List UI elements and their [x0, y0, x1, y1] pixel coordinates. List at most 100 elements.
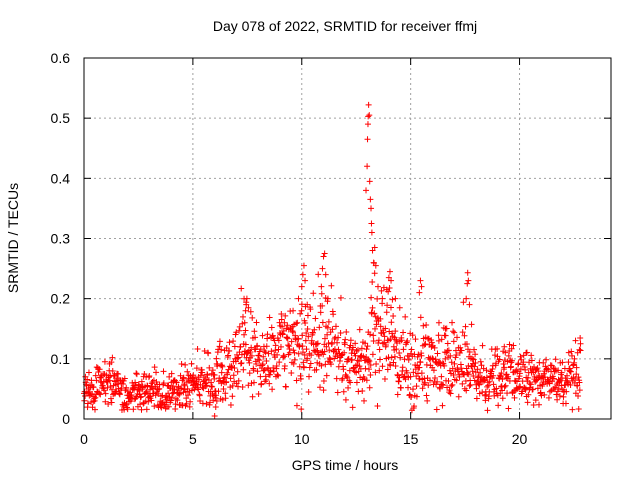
data-point — [474, 366, 481, 373]
data-point — [203, 382, 210, 389]
data-point — [347, 337, 354, 344]
data-point — [560, 393, 567, 400]
data-point — [528, 357, 535, 364]
data-point — [108, 399, 115, 406]
data-point — [288, 369, 295, 376]
data-point — [318, 362, 325, 369]
data-point — [174, 397, 181, 404]
data-point — [519, 388, 526, 395]
data-point — [166, 373, 173, 380]
data-point — [353, 348, 360, 355]
data-point — [236, 327, 243, 334]
data-point — [209, 367, 216, 374]
data-point — [397, 384, 404, 391]
data-point — [301, 364, 308, 371]
data-point — [517, 366, 524, 373]
grid-lines — [84, 58, 611, 419]
data-point — [576, 387, 583, 394]
data-point — [388, 354, 395, 361]
data-point — [84, 376, 91, 383]
data-point — [258, 380, 265, 387]
data-point — [389, 296, 396, 303]
data-point — [504, 390, 511, 397]
data-point — [227, 375, 234, 382]
data-point — [106, 377, 113, 384]
data-point — [248, 344, 255, 351]
data-point — [367, 196, 374, 203]
data-point — [137, 401, 144, 408]
data-point — [320, 351, 327, 358]
data-point — [262, 349, 269, 356]
data-point — [324, 324, 331, 331]
data-point — [364, 121, 371, 128]
data-point — [456, 373, 463, 380]
data-point — [506, 341, 513, 348]
data-point — [501, 343, 508, 350]
data-point — [206, 364, 213, 371]
data-point — [364, 343, 371, 350]
data-point — [571, 355, 578, 362]
data-point — [530, 402, 537, 409]
data-point — [368, 294, 375, 301]
data-point — [556, 393, 563, 400]
data-point — [466, 301, 473, 308]
data-point — [340, 388, 347, 395]
data-point — [381, 375, 388, 382]
data-point — [203, 400, 210, 407]
data-point — [376, 367, 383, 374]
data-point — [445, 347, 452, 354]
data-point — [277, 343, 284, 350]
data-point — [311, 326, 318, 333]
data-point — [371, 244, 378, 251]
data-point — [339, 375, 346, 382]
data-point — [272, 342, 279, 349]
data-point — [319, 302, 326, 309]
data-point — [472, 360, 479, 367]
data-point — [383, 286, 390, 293]
data-point — [314, 347, 321, 354]
data-point — [422, 379, 429, 386]
data-point — [541, 391, 548, 398]
data-point — [237, 343, 244, 350]
data-point — [359, 387, 366, 394]
data-point — [96, 390, 103, 397]
data-point — [322, 361, 329, 368]
data-point — [90, 398, 97, 405]
plot-frame — [83, 57, 612, 420]
data-point — [505, 405, 512, 412]
data-point — [201, 347, 208, 354]
data-point — [543, 356, 550, 363]
data-point — [369, 247, 376, 254]
data-point — [374, 283, 381, 290]
data-point — [242, 307, 249, 314]
data-point — [502, 349, 509, 356]
data-point — [315, 271, 322, 278]
data-point — [403, 369, 410, 376]
data-point — [146, 373, 153, 380]
data-point — [138, 393, 145, 400]
data-point — [224, 369, 231, 376]
data-point — [268, 348, 275, 355]
data-point — [490, 372, 497, 379]
data-point — [577, 347, 584, 354]
data-point — [468, 321, 475, 328]
data-point — [477, 358, 484, 365]
data-point — [247, 348, 254, 355]
data-point — [270, 364, 277, 371]
y-tick-labels: 0 0.1 0.2 0.3 0.4 0.5 0.6 — [51, 50, 71, 427]
data-point — [260, 353, 267, 360]
data-point — [554, 396, 561, 403]
data-point — [391, 353, 398, 360]
data-point — [471, 363, 478, 370]
data-point — [295, 295, 302, 302]
data-point — [281, 363, 288, 370]
data-point — [105, 400, 112, 407]
data-point — [371, 310, 378, 317]
x-tick-label: 5 — [189, 431, 197, 447]
data-point — [380, 329, 387, 336]
data-point — [274, 351, 281, 358]
data-point — [453, 377, 460, 384]
data-point — [310, 290, 317, 297]
data-point — [395, 378, 402, 385]
data-point — [553, 391, 560, 398]
